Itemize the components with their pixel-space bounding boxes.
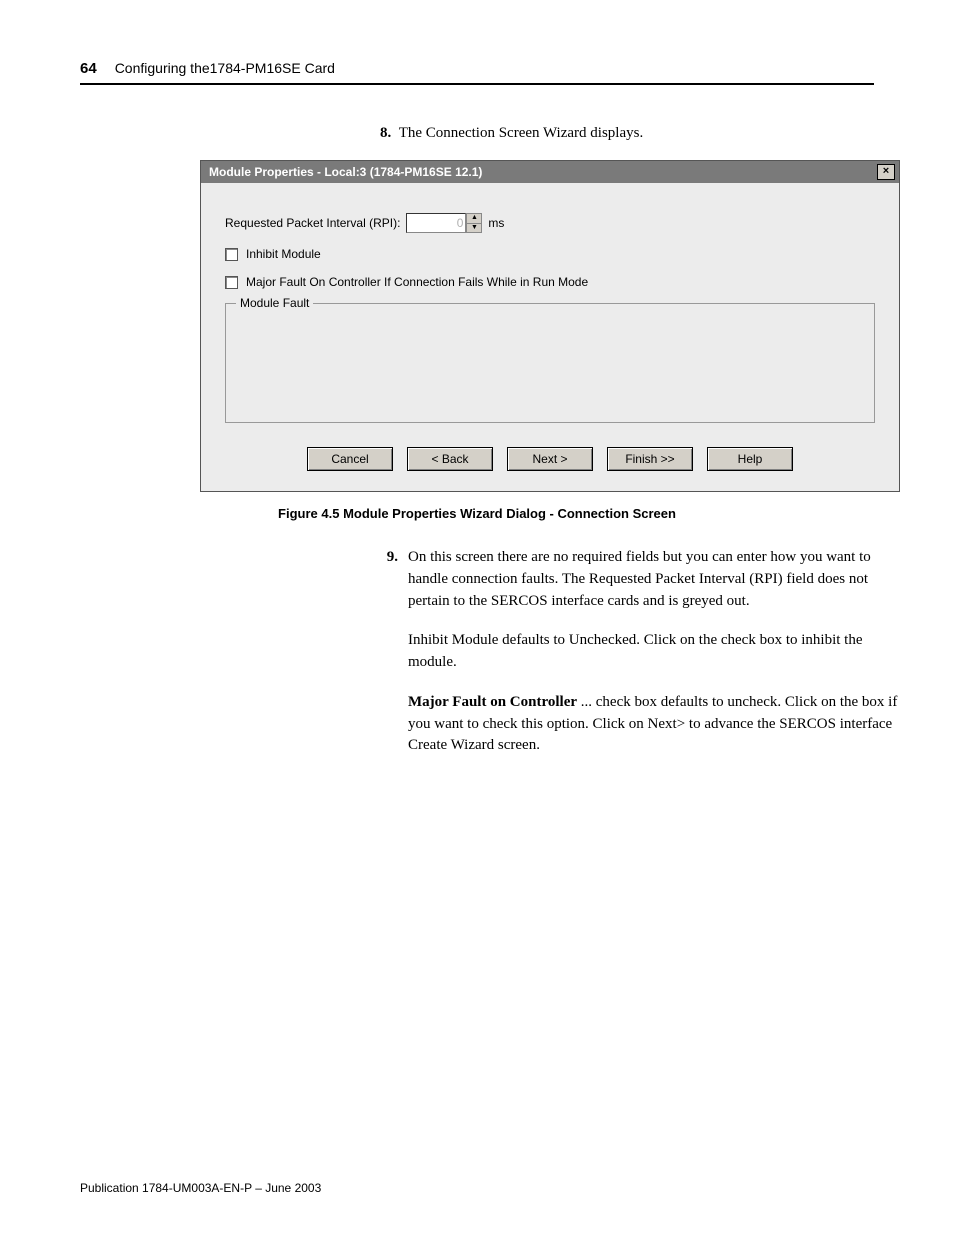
module-fault-groupbox: Module Fault: [225, 303, 875, 423]
dialog-button-row: Cancel < Back Next > Finish >> Help: [225, 447, 875, 475]
step-9-p3-bold: Major Fault on Controller: [408, 694, 577, 710]
inhibit-module-row: Inhibit Module: [225, 247, 875, 261]
spinner-up-icon[interactable]: ▲: [467, 214, 481, 224]
step-8-number: 8.: [380, 125, 391, 141]
step-9-block: 9. On this screen there are no required …: [380, 547, 900, 775]
dialog-body: Requested Packet Interval (RPI): 0 ▲ ▼ m…: [201, 183, 899, 491]
back-button[interactable]: < Back: [407, 447, 493, 471]
figure-caption: Figure 4.5 Module Properties Wizard Dial…: [80, 506, 874, 521]
header-rule: [80, 83, 874, 85]
publication-footer: Publication 1784-UM003A-EN-P – June 2003: [80, 1181, 321, 1195]
chapter-title: Configuring the1784-PM16SE Card: [115, 60, 335, 76]
spinner-down-icon[interactable]: ▼: [467, 224, 481, 233]
rpi-unit: ms: [488, 216, 504, 230]
step-9-p1: On this screen there are no required fie…: [408, 547, 900, 612]
inhibit-module-label: Inhibit Module: [246, 247, 321, 261]
module-fault-legend: Module Fault: [236, 296, 313, 310]
page-number: 64: [80, 60, 97, 77]
inhibit-module-checkbox[interactable]: [225, 248, 238, 261]
rpi-label: Requested Packet Interval (RPI):: [225, 216, 400, 230]
dialog-titlebar: Module Properties - Local:3 (1784-PM16SE…: [201, 161, 899, 183]
help-button[interactable]: Help: [707, 447, 793, 471]
cancel-button[interactable]: Cancel: [307, 447, 393, 471]
major-fault-label: Major Fault On Controller If Connection …: [246, 275, 588, 289]
next-button[interactable]: Next >: [507, 447, 593, 471]
major-fault-checkbox[interactable]: [225, 276, 238, 289]
step-9-number: 9.: [387, 549, 398, 565]
close-icon[interactable]: ×: [877, 164, 895, 180]
step-8-line: 8. The Connection Screen Wizard displays…: [380, 125, 874, 142]
major-fault-row: Major Fault On Controller If Connection …: [225, 275, 875, 289]
step-8-text: The Connection Screen Wizard displays.: [399, 125, 643, 141]
step-9-p2: Inhibit Module defaults to Unchecked. Cl…: [408, 630, 900, 674]
rpi-input[interactable]: 0: [406, 213, 466, 233]
dialog-title: Module Properties - Local:3 (1784-PM16SE…: [209, 165, 482, 179]
step-9-p3: Major Fault on Controller ... check box …: [408, 692, 900, 757]
module-properties-dialog: Module Properties - Local:3 (1784-PM16SE…: [200, 160, 900, 492]
finish-button[interactable]: Finish >>: [607, 447, 693, 471]
rpi-spinner[interactable]: ▲ ▼: [466, 213, 482, 233]
rpi-row: Requested Packet Interval (RPI): 0 ▲ ▼ m…: [225, 213, 875, 233]
